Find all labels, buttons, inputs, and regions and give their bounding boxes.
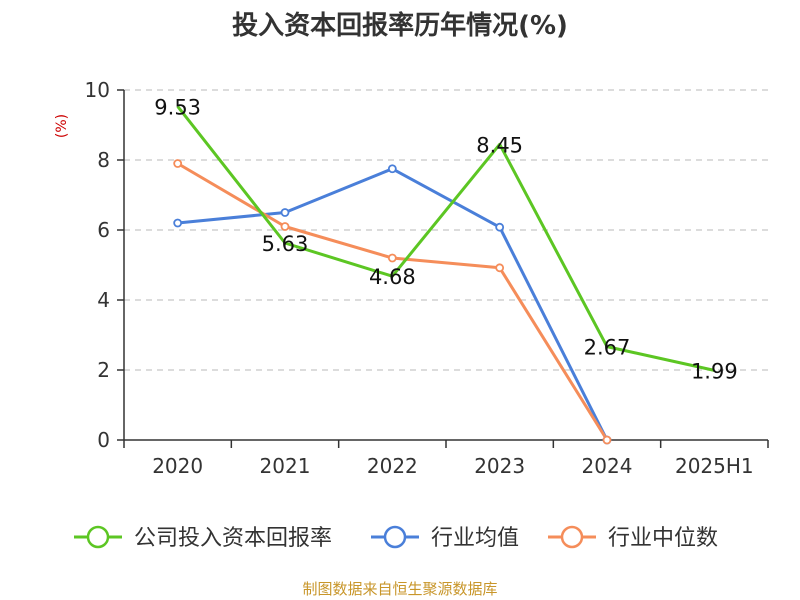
legend-marker [383, 525, 407, 549]
y-tick-label: 4 [97, 288, 110, 312]
series-point[interactable] [495, 263, 505, 273]
series-line-2 [176, 162, 609, 441]
data-label: 2.67 [584, 336, 631, 360]
x-tick-label: 2021 [260, 454, 311, 478]
legend-label: 行业中位数 [608, 526, 718, 551]
series-point[interactable] [602, 435, 612, 445]
y-tick-label: 0 [97, 428, 110, 452]
series-point[interactable] [280, 222, 290, 231]
legend-label: 公司投入资本回报率 [134, 526, 332, 551]
data-label: 9.53 [154, 95, 201, 119]
source-note: 制图数据来自恒生聚源数据库 [302, 580, 497, 598]
gridlines [124, 89, 768, 371]
data-label: 5.63 [262, 232, 309, 256]
y-tick-label: 10 [85, 78, 110, 102]
legend-marker [86, 525, 110, 549]
series-point[interactable] [173, 218, 183, 228]
series-lines [176, 105, 715, 441]
x-tick-label: 2024 [582, 454, 633, 478]
series-point[interactable] [173, 159, 183, 168]
series-point[interactable] [387, 164, 397, 174]
series-point[interactable] [387, 253, 397, 263]
series-point[interactable] [495, 222, 505, 232]
x-tick-label: 2023 [474, 454, 525, 478]
axes: 0 2 4 6 8 10 2020 2021 2022 2023 2024 2025H1 [85, 78, 769, 478]
chart-title: 投入资本回报率历年情况(%) [232, 10, 568, 41]
data-label: 1.99 [691, 359, 738, 383]
x-tick-label: 2020 [152, 454, 203, 478]
legend[interactable]: 公司投入资本回报率 行业均值 行业中位数 [74, 525, 718, 551]
x-tick-label: 2022 [367, 454, 418, 478]
data-label: 4.68 [369, 265, 416, 289]
series-points [173, 159, 612, 445]
legend-item[interactable]: 公司投入资本回报率 [74, 525, 332, 551]
y-tick-label: 6 [97, 218, 110, 242]
legend-item[interactable]: 行业均值 [371, 525, 519, 551]
data-label: 8.45 [476, 133, 523, 157]
y-axis-label: (%) [54, 114, 70, 138]
series-line-0 [176, 105, 715, 372]
y-tick-label: 8 [97, 148, 110, 172]
x-tick-label: 2025H1 [675, 454, 754, 478]
series-point[interactable] [280, 208, 290, 217]
legend-label: 行业均值 [431, 526, 519, 551]
series-line-1 [177, 167, 609, 441]
data-labels: 9.53 5.63 4.68 8.45 2.67 1.99 [154, 95, 737, 383]
y-tick-label: 2 [97, 358, 110, 382]
legend-item[interactable]: 行业中位数 [548, 525, 718, 551]
legend-marker [560, 525, 584, 549]
